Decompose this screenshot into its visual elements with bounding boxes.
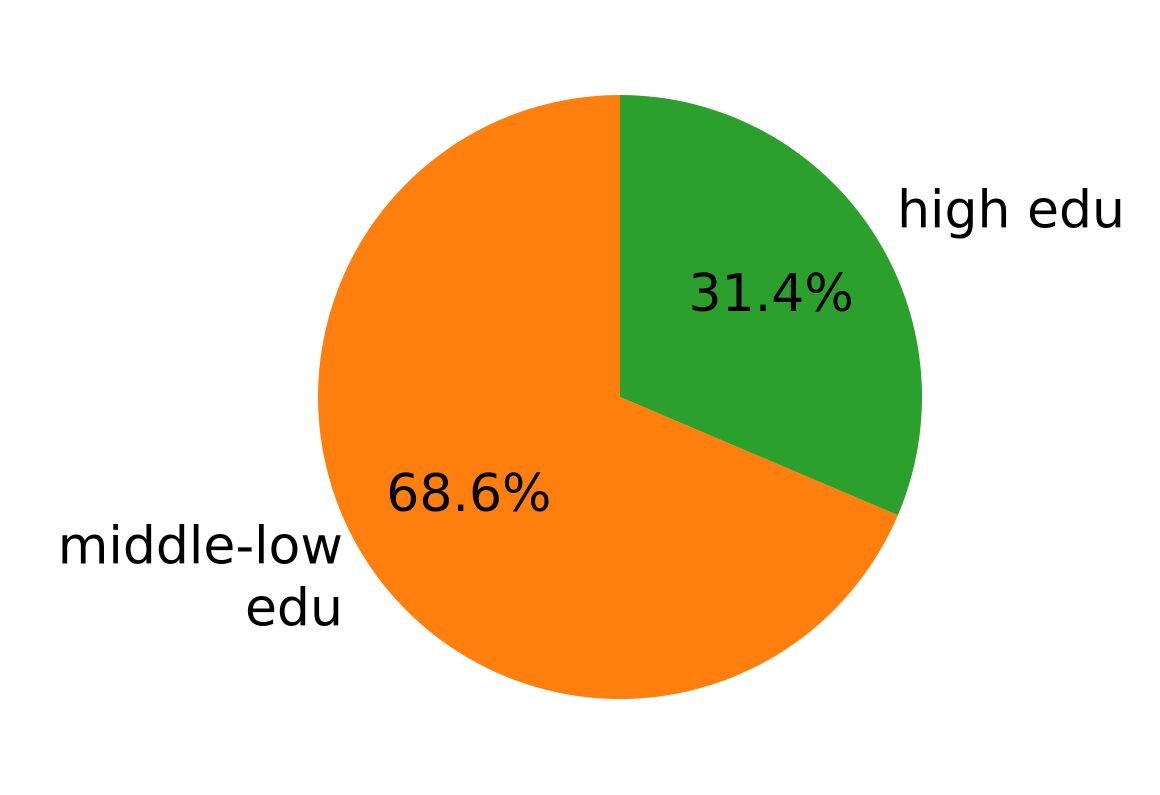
slice-label-high-edu: high edu [897, 181, 1125, 241]
slice-label-middle-low-edu: middle-low edu [58, 516, 343, 638]
pie-slices [318, 95, 922, 699]
pie-labels: high edu 31.4% middle-low edu 68.6% [58, 181, 1125, 639]
slice-percent-middle-low-edu: 68.6% [386, 464, 551, 524]
pie-slice-high-edu [620, 95, 922, 516]
pie-slice-middle-low-edu [318, 95, 898, 699]
slice-percent-high-edu: 31.4% [689, 264, 854, 324]
